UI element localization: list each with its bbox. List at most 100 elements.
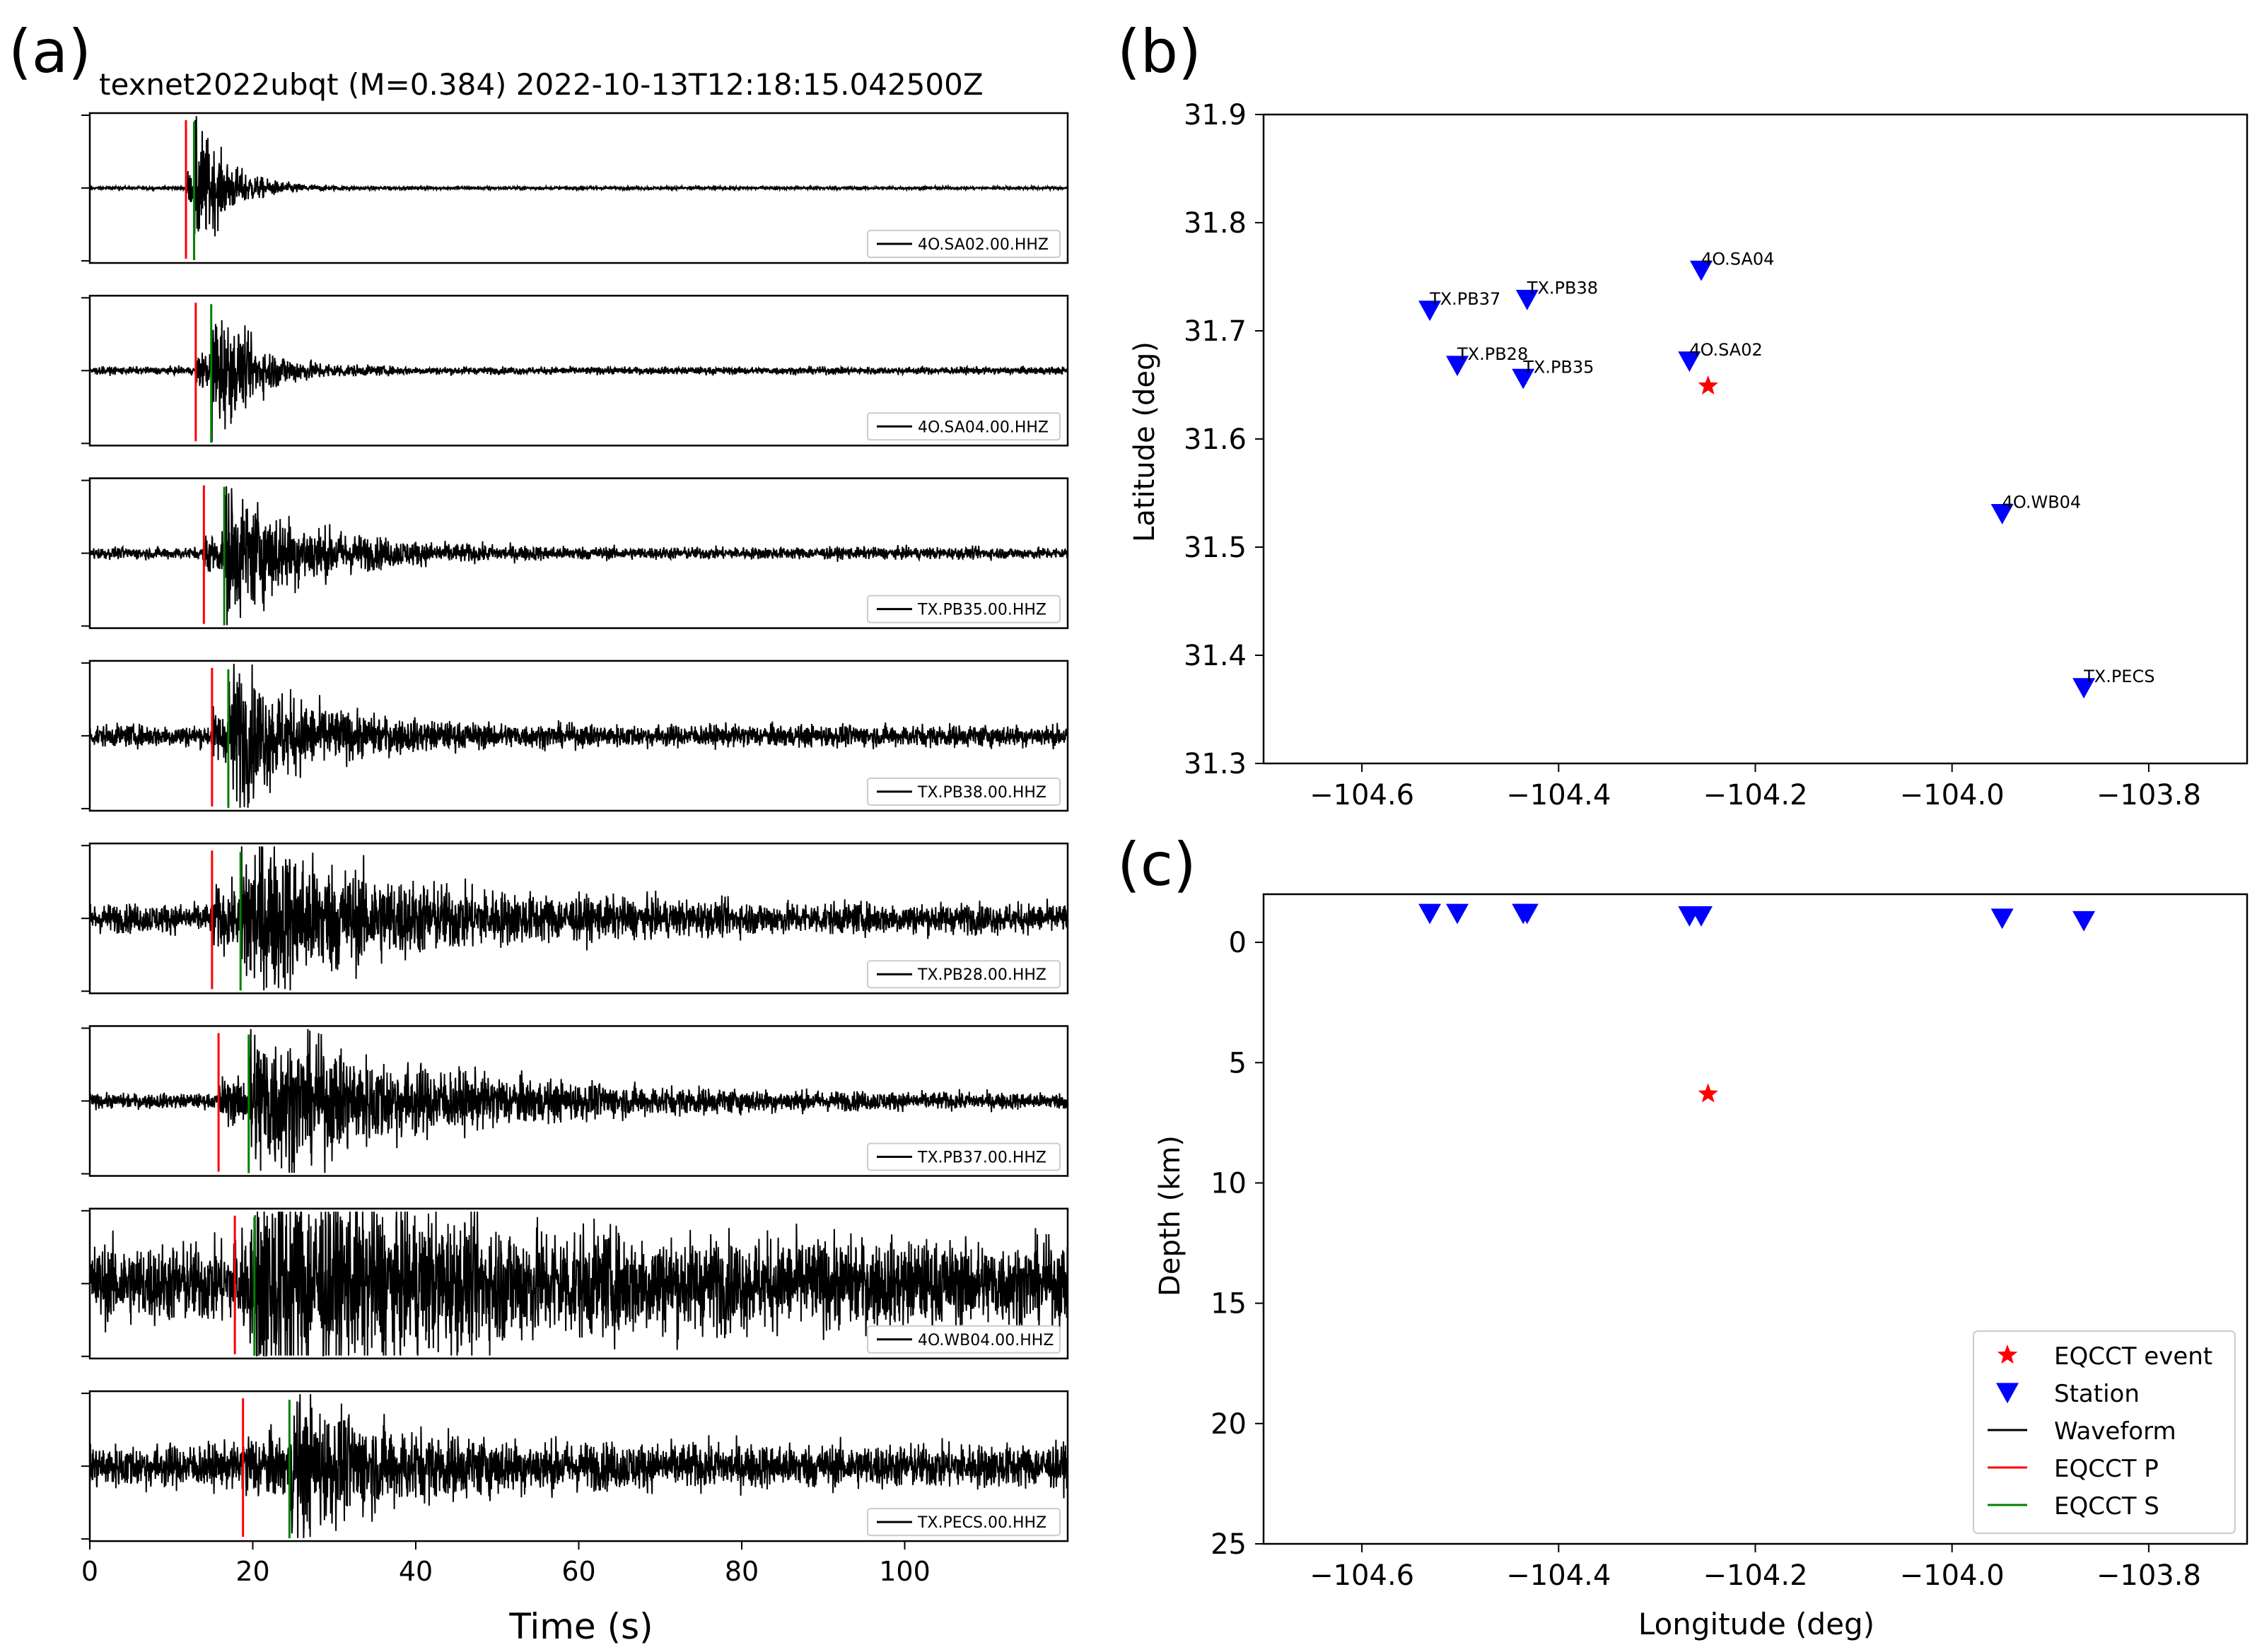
station-name: TX.PB28 (1457, 344, 1528, 364)
y-tick-label: 31.9 (1184, 99, 1247, 131)
station-marker (1512, 368, 1535, 389)
legend-box (867, 594, 1061, 623)
station-marker (1418, 300, 1442, 322)
waveform-xlabel: Time (s) (508, 1606, 653, 1647)
x-tick-label: −104.2 (1703, 1559, 1807, 1592)
waveform-trace (89, 1394, 1068, 1538)
legend-box (867, 230, 1061, 258)
station-marker (1446, 903, 1469, 925)
y-tick-label: 31.8 (1184, 207, 1247, 240)
x-tick-label: −103.8 (2096, 779, 2201, 812)
legend-box (867, 1508, 1061, 1537)
waveform-axes: TX.PB37.00.HHZ (81, 1025, 1069, 1177)
x-tick-label: 20 (235, 1556, 269, 1587)
waveform-trace (89, 1029, 1068, 1173)
station-name: 4O.SA02 (1689, 340, 1762, 360)
legend-box (867, 412, 1061, 441)
waveform-axes: 4O.SA02.00.HHZ (81, 112, 1069, 264)
waveform-axes: TX.PB38.00.HHZ (81, 660, 1069, 812)
legend-label: Station (2054, 1380, 2140, 1408)
station-marker (1990, 908, 2014, 930)
map-ylabel: Latitude (deg) (1128, 341, 1161, 542)
station-marker (1418, 903, 1442, 925)
station-marker (1689, 906, 1713, 927)
station-marker (2072, 910, 2096, 932)
x-tick-label: −104.4 (1506, 1559, 1611, 1592)
map-panel: −104.6 −104.4 −104.2 −104.0 −103.8 31.3 31.4 31… (1184, 99, 2249, 812)
legend-label: EQCCT P (2054, 1455, 2159, 1483)
waveform-legend: TX.PB38.00.HHZ (867, 777, 1061, 806)
waveform-axes: TX.PECS.00.HHZ (81, 1390, 1069, 1542)
station-label: 4O.WB04.00.HHZ (918, 1332, 1054, 1349)
waveform-legend: 4O.SA04.00.HHZ (867, 412, 1061, 441)
waveform-legend: TX.PB28.00.HHZ (867, 960, 1061, 989)
y-tick-label: 15 (1211, 1288, 1247, 1320)
station-marker (1515, 290, 1539, 310)
y-tick-label: 31.5 (1184, 532, 1247, 564)
x-tick-label: 80 (725, 1556, 759, 1587)
y-tick-label: 31.3 (1184, 748, 1247, 780)
waveform-legend: 4O.SA02.00.HHZ (867, 230, 1061, 258)
station-marker (1990, 503, 2014, 525)
station-marker (1689, 260, 1713, 281)
station-marker (2072, 678, 2096, 699)
legend-label: EQCCT event (2054, 1342, 2212, 1371)
station-name: TX.PECS (2083, 667, 2154, 686)
depth-ylabel: Depth (km) (1154, 1135, 1186, 1296)
legend-box (867, 777, 1061, 806)
station-label: TX.PB37.00.HHZ (917, 1149, 1046, 1167)
x-tick-label: 0 (81, 1556, 98, 1587)
y-tick-label: 20 (1211, 1408, 1247, 1441)
waveform-trace (89, 320, 1068, 443)
station-name: TX.PB38 (1527, 279, 1598, 298)
waveform-trace (89, 664, 1068, 808)
legend-star-icon (1997, 1345, 2018, 1364)
y-tick-label: 31.7 (1184, 315, 1247, 348)
station-label: TX.PB28.00.HHZ (917, 966, 1046, 984)
x-tick-label: −104.4 (1506, 779, 1611, 812)
station-marker (1678, 351, 1701, 373)
y-tick-label: 10 (1211, 1167, 1247, 1200)
x-tick-label: −104.0 (1900, 779, 2005, 812)
waveform-trace (89, 116, 1068, 237)
legend-label: EQCCT S (2054, 1492, 2159, 1521)
x-tick-label: −104.2 (1703, 779, 1807, 812)
waveform-legend: TX.PB35.00.HHZ (867, 594, 1061, 623)
y-tick-label: 25 (1211, 1528, 1247, 1561)
station-name: 4O.WB04 (2002, 493, 2082, 512)
legend-box (867, 1142, 1061, 1171)
station-marker (1446, 356, 1469, 377)
x-tick-label: 60 (561, 1556, 595, 1587)
panel-label-b: (b) (1117, 17, 1201, 86)
station-label: 4O.SA02.00.HHZ (918, 236, 1049, 254)
waveform-trace (89, 1211, 1068, 1357)
y-tick-label: 31.6 (1184, 423, 1247, 456)
waveform-axes: 4O.SA04.00.HHZ (81, 295, 1069, 447)
station-label: 4O.SA04.00.HHZ (918, 418, 1049, 436)
x-tick-label: 40 (399, 1556, 433, 1587)
station-name: TX.PB37 (1429, 289, 1500, 309)
legend-label: Waveform (2054, 1417, 2176, 1446)
y-tick-label: 5 (1229, 1047, 1247, 1079)
y-tick-label: 0 (1229, 927, 1247, 959)
station-label: TX.PB35.00.HHZ (917, 602, 1046, 619)
depth-panel: −104.6 −104.4 −104.2 −104.0 −103.8 0 5 10 15 20 25… (1211, 893, 2249, 1592)
waveform-legend: 4O.WB04.00.HHZ (867, 1325, 1061, 1354)
legend-box (867, 960, 1061, 989)
x-tick-label: 100 (879, 1556, 931, 1587)
station-label: TX.PECS.00.HHZ (917, 1514, 1046, 1532)
legend-triangle-icon (1996, 1383, 2019, 1404)
x-tick-label: −103.8 (2096, 1559, 2201, 1592)
waveform-trace (89, 846, 1068, 991)
x-tick-label: −104.0 (1900, 1559, 2005, 1592)
legend-box (867, 1325, 1061, 1354)
station-name: 4O.SA04 (1701, 249, 1774, 269)
panel-label-c: (c) (1117, 830, 1196, 899)
waveform-trace (89, 486, 1068, 626)
station-marker (1515, 903, 1539, 925)
waveform-panels: 4O.SA02.00.HHZ 4O.SA04.00.HHZ TX.PB35.00.H… (81, 112, 1069, 1587)
panel-label-a: (a) (8, 17, 91, 86)
waveform-axes: TX.PB28.00.HHZ (81, 842, 1069, 995)
waveform-axes: TX.PB35.00.HHZ (81, 477, 1069, 629)
